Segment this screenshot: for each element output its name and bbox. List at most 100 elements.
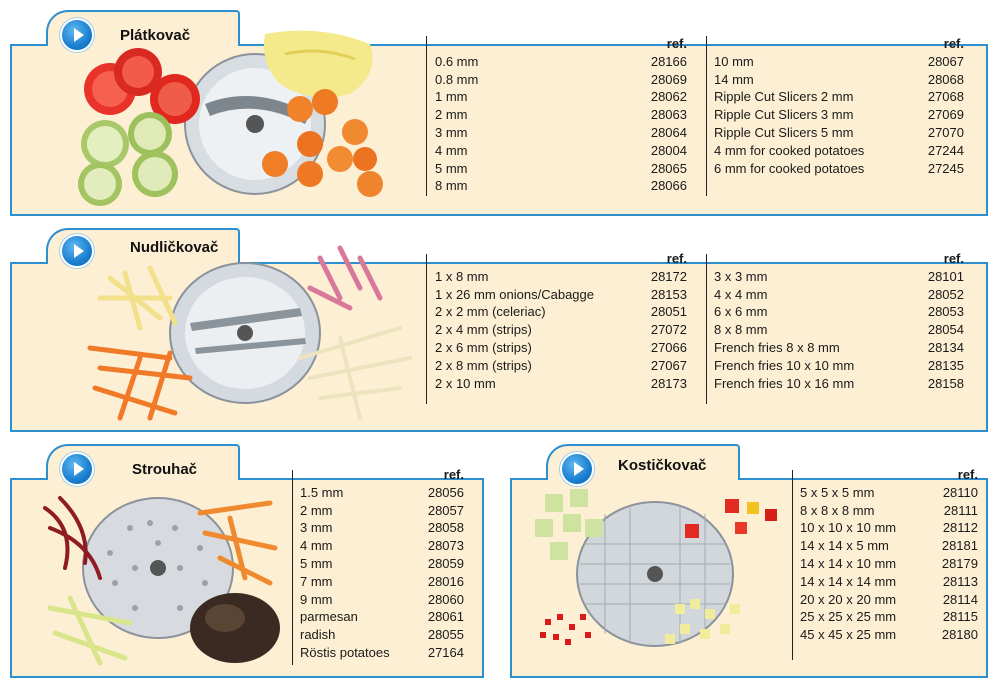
table-row: 4 mm 28073 [300, 537, 464, 555]
ref-number: 27070 [927, 124, 964, 140]
ref-number: 28060 [427, 591, 464, 607]
ref-number: 28064 [650, 124, 687, 140]
ref-number: 28173 [650, 375, 687, 391]
size-label: 1 x 8 mm [435, 268, 489, 284]
size-label: 3 mm [435, 124, 468, 140]
size-label: 2 x 4 mm (strips) [435, 322, 532, 338]
play-arrow-icon[interactable] [62, 236, 92, 266]
table-row: 3 x 3 mm 28101 [714, 268, 964, 286]
table-row: 7 mm 28016 [300, 573, 464, 591]
size-label: French fries 10 x 16 mm [714, 375, 855, 391]
section-title: Kostičkovač [618, 457, 707, 474]
ref-number: 28181 [941, 538, 978, 554]
size-label: Ripple Cut Slicers 3 mm [714, 107, 854, 123]
dicing-grid-illustration [535, 489, 777, 647]
play-arrow-icon[interactable] [62, 454, 92, 484]
size-label: 0.8 mm [435, 71, 479, 87]
table-row: Ripple Cut Slicers 3 mm 27069 [714, 106, 964, 124]
size-table-col1: ref. 1 x 8 mm 28172 1 x 26 mm onions/Cabag… [435, 250, 687, 392]
table-row: 8 x 8 mm 28054 [714, 321, 964, 339]
divider-line [292, 470, 293, 665]
size-label: radish [300, 627, 336, 643]
table-row: 2 x 10 mm 28173 [435, 375, 687, 393]
size-label: Ripple Cut Slicers 2 mm [714, 89, 854, 105]
play-arrow-icon[interactable] [562, 454, 592, 484]
table-row: French fries 10 x 10 mm 28135 [714, 357, 964, 375]
table-row: 4 mm 28004 [435, 142, 687, 160]
ref-number: 28054 [927, 322, 964, 338]
ref-number: 28055 [427, 627, 464, 643]
size-label: 8 x 8 x 8 mm [800, 502, 875, 518]
size-table-col2: ref. 3 x 3 mm 28101 4 x 4 mm 28052 6 x 6 mm 2… [714, 250, 964, 392]
section-title: Strouhač [132, 461, 198, 478]
size-label: 4 x 4 mm [714, 286, 768, 302]
ref-number: 28066 [650, 178, 687, 194]
table-row: 1 x 26 mm onions/Cabagge 28153 [435, 286, 687, 304]
size-label: 20 x 20 x 20 mm [800, 591, 897, 607]
table-row: 6 x 6 mm 28053 [714, 303, 964, 321]
size-label: 14 x 14 x 14 mm [800, 573, 897, 589]
size-label: 10 mm [714, 53, 754, 69]
ref-number: 28068 [927, 71, 964, 87]
section-title: Plátkovač [120, 27, 191, 44]
size-label: 2 x 6 mm (strips) [435, 339, 532, 355]
size-label: French fries 8 x 8 mm [714, 339, 840, 355]
divider-line [706, 254, 707, 404]
divider-line [792, 470, 793, 660]
ref-number: 28112 [942, 520, 978, 536]
ref-number: 28069 [650, 71, 687, 87]
ref-number: 28134 [927, 339, 964, 355]
ref-number: 28153 [650, 286, 687, 302]
size-label: 1.5 mm [300, 484, 344, 500]
section-title: Nudličkovač [130, 239, 219, 256]
ref-number: 28016 [427, 573, 464, 589]
ref-header: ref. [666, 36, 687, 51]
section-kostickovac-tab [546, 444, 740, 480]
size-label: parmesan [300, 609, 358, 625]
slicer-disc-illustration [78, 30, 383, 206]
divider-line [706, 36, 707, 196]
ref-number: 28059 [427, 555, 464, 571]
table-row: 3 mm 28064 [435, 124, 687, 142]
size-label: 2 mm [435, 107, 468, 123]
ref-header: ref. [957, 467, 978, 482]
size-label: 1 x 26 mm onions/Cabagge [435, 286, 594, 302]
table-row: French fries 10 x 16 mm 28158 [714, 375, 964, 393]
ref-number: 28179 [941, 555, 978, 571]
ref-number: 28061 [427, 609, 464, 625]
ref-number: 28056 [427, 484, 464, 500]
ref-number: 27068 [927, 89, 964, 105]
size-table-col2: ref. 10 mm 28067 14 mm 28068 Ripple Cut Slic… [714, 35, 964, 177]
play-arrow-icon[interactable] [62, 20, 92, 50]
table-row: 14 x 14 x 14 mm 28113 [800, 573, 978, 591]
table-row: 1 x 8 mm 28172 [435, 268, 687, 286]
size-label: 9 mm [300, 591, 333, 607]
divider-line [426, 36, 427, 196]
ref-number: 28158 [927, 375, 964, 391]
table-row: 5 mm 28065 [435, 160, 687, 178]
table-row: Ripple Cut Slicers 2 mm 27068 [714, 88, 964, 106]
ref-number: 28172 [650, 268, 687, 284]
ref-number: 28004 [650, 142, 687, 158]
table-row: 2 mm 28057 [300, 502, 464, 520]
size-table-col1: ref. 5 x 5 x 5 mm 28110 8 x 8 x 8 mm 28111 1… [800, 466, 978, 644]
table-row: 10 x 10 x 10 mm 28112 [800, 519, 978, 537]
ref-number: 27244 [927, 142, 964, 158]
size-label: 5 mm [300, 555, 333, 571]
ref-number: 28180 [941, 627, 978, 643]
size-label: 3 x 3 mm [714, 268, 768, 284]
ref-header: ref. [443, 467, 464, 482]
table-row: Röstis potatoes 27164 [300, 644, 464, 662]
table-row: 9 mm 28060 [300, 591, 464, 609]
ref-number: 28052 [927, 286, 964, 302]
ref-number: 28067 [927, 53, 964, 69]
table-row: 14 x 14 x 10 mm 28179 [800, 555, 978, 573]
table-row: 2 mm 28063 [435, 106, 687, 124]
table-row: 1 mm 28062 [435, 88, 687, 106]
ref-number: 28057 [427, 502, 464, 518]
ref-header: ref. [943, 251, 964, 266]
ref-number: 28135 [927, 357, 964, 373]
size-label: Röstis potatoes [300, 644, 390, 660]
ref-number: 28062 [650, 89, 687, 105]
divider-line [426, 254, 427, 404]
